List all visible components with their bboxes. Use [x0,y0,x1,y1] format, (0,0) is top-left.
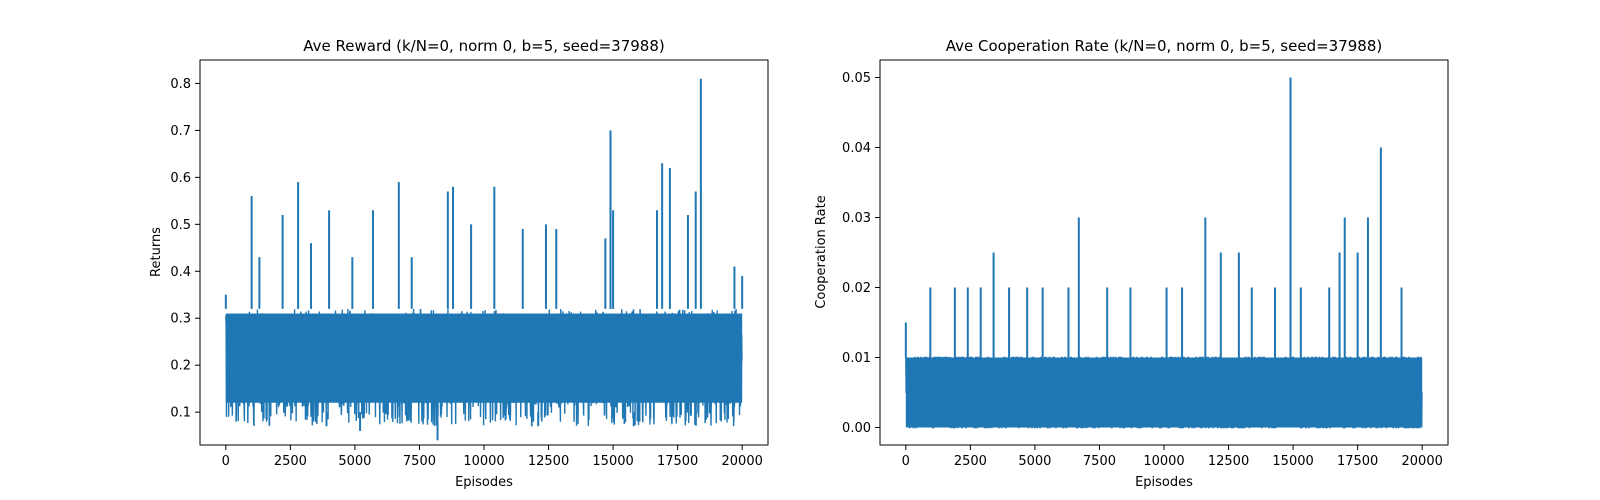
reward-x-ticks: 0 2500 5000 7500 10000 12500 15000 17500 20000 [222,445,763,469]
cooperation-plot-area [904,77,1423,429]
reward-y-tick-label: 0.1 [170,406,191,421]
reward-x-tick-label: 10000 [463,454,504,469]
reward-x-tick-label: 12500 [528,454,569,469]
reward-y-tick-label: 0.6 [170,171,191,186]
reward-chart-title: Ave Reward (k/N=0, norm 0, b=5, seed=379… [303,37,665,55]
reward-x-tick-label: 17500 [657,454,698,469]
cooperation-y-ticks: 0.00 0.01 0.02 0.03 0.04 0.05 [842,71,880,436]
cooperation-y-tick-label: 0.00 [842,421,871,436]
cooperation-x-tick-label: 2500 [954,454,987,469]
reward-y-tick-label: 0.8 [170,77,191,92]
cooperation-x-tick-label: 7500 [1083,454,1116,469]
reward-x-tick-label: 0 [222,454,230,469]
reward-x-axis-label: Episodes [455,475,513,490]
cooperation-x-tick-label: 5000 [1018,454,1051,469]
cooperation-y-tick-label: 0.01 [842,351,871,366]
cooperation-x-tick-label: 10000 [1143,454,1184,469]
reward-x-tick-label: 2500 [274,454,307,469]
cooperation-x-ticks: 0 2500 5000 7500 10000 12500 15000 17500 20000 [902,445,1443,469]
cooperation-x-tick-label: 15000 [1272,454,1313,469]
reward-x-tick-label: 20000 [722,454,763,469]
reward-x-tick-label: 7500 [403,454,436,469]
reward-x-tick-label: 15000 [592,454,633,469]
reward-y-tick-label: 0.5 [170,218,191,233]
reward-x-tick-label: 5000 [338,454,371,469]
cooperation-x-tick-label: 0 [902,454,910,469]
cooperation-x-tick-label: 12500 [1208,454,1249,469]
cooperation-y-tick-label: 0.02 [842,281,871,296]
cooperation-y-tick-label: 0.05 [842,71,871,86]
cooperation-x-tick-label: 20000 [1402,454,1443,469]
reward-plot-area [224,78,744,441]
cooperation-series-core [905,357,1423,428]
reward-series-core [225,313,743,403]
reward-y-axis-label: Returns [149,227,164,277]
cooperation-y-axis-label: Cooperation Rate [814,195,829,308]
reward-y-tick-label: 0.2 [170,359,191,374]
cooperation-x-tick-label: 17500 [1337,454,1378,469]
reward-y-ticks: 0.1 0.2 0.3 0.4 0.5 0.6 0.7 0.8 [170,77,200,421]
cooperation-y-tick-label: 0.04 [842,141,871,156]
cooperation-chart-title: Ave Cooperation Rate (k/N=0, norm 0, b=5… [946,37,1382,55]
reward-y-tick-label: 0.7 [170,124,191,139]
reward-chart: Ave Reward (k/N=0, norm 0, b=5, seed=379… [149,37,769,490]
reward-y-tick-label: 0.4 [170,265,191,280]
cooperation-chart: Ave Cooperation Rate (k/N=0, norm 0, b=5… [814,37,1449,490]
reward-y-tick-label: 0.3 [170,312,191,327]
cooperation-y-tick-label: 0.03 [842,211,871,226]
cooperation-x-axis-label: Episodes [1135,475,1193,490]
